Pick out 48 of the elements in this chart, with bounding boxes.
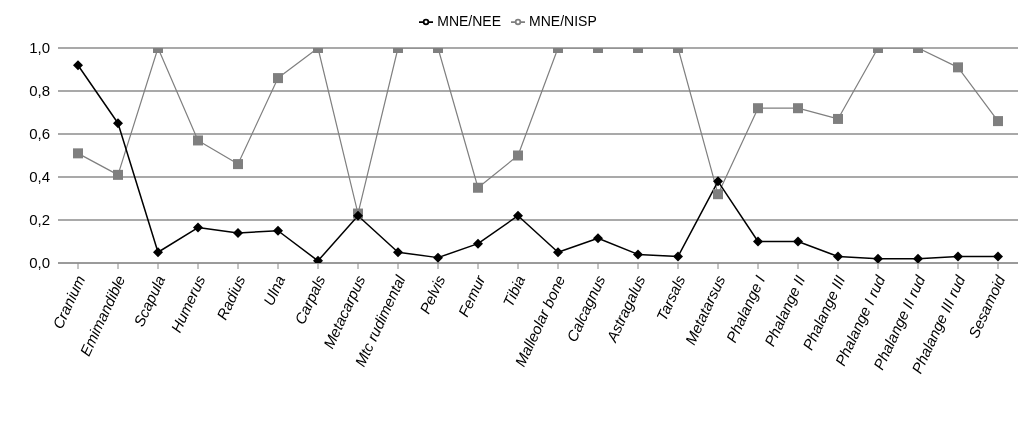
- point: [193, 135, 203, 146]
- x-tick-label: Femur: [454, 271, 489, 320]
- point: [153, 247, 163, 258]
- point: [873, 253, 883, 263]
- point: [73, 148, 83, 159]
- point: [433, 252, 443, 263]
- point: [513, 210, 523, 221]
- point: [73, 60, 83, 71]
- point: [833, 251, 843, 262]
- point: [393, 247, 403, 258]
- point: [753, 103, 763, 114]
- point: [753, 236, 763, 247]
- point: [273, 73, 283, 84]
- y-tick-label: 0,8: [29, 82, 50, 100]
- point: [993, 116, 1003, 127]
- point: [793, 103, 803, 114]
- legend-label: MNE/NEE: [437, 13, 502, 29]
- point: [313, 255, 323, 263]
- x-tick-label: Tibia: [499, 272, 529, 310]
- point: [793, 236, 803, 247]
- point: [633, 249, 643, 260]
- point: [993, 251, 1003, 262]
- y-tick-label: 0,6: [29, 125, 50, 143]
- y-tick-label: 1,0: [29, 39, 50, 57]
- point: [233, 227, 243, 238]
- point: [673, 251, 683, 262]
- point: [953, 251, 963, 262]
- point: [513, 150, 523, 161]
- point: [193, 222, 203, 233]
- point: [953, 62, 963, 73]
- x-tick-label: Pelvis: [416, 272, 449, 317]
- point: [553, 247, 563, 258]
- point: [473, 182, 483, 193]
- y-tick-label: 0,0: [29, 254, 50, 272]
- point: [713, 189, 723, 200]
- y-tick-label: 0,2: [29, 211, 50, 229]
- point: [273, 225, 283, 236]
- point: [833, 113, 843, 124]
- point: [913, 253, 923, 263]
- legend-label: MNE/NISP: [529, 13, 597, 29]
- point: [713, 176, 723, 187]
- point: [593, 233, 603, 244]
- point: [473, 238, 483, 249]
- point: [113, 118, 123, 129]
- point: [113, 169, 123, 180]
- y-tick-label: 0,4: [29, 168, 50, 186]
- x-tick-label: Ulna: [259, 272, 289, 308]
- point: [233, 159, 243, 170]
